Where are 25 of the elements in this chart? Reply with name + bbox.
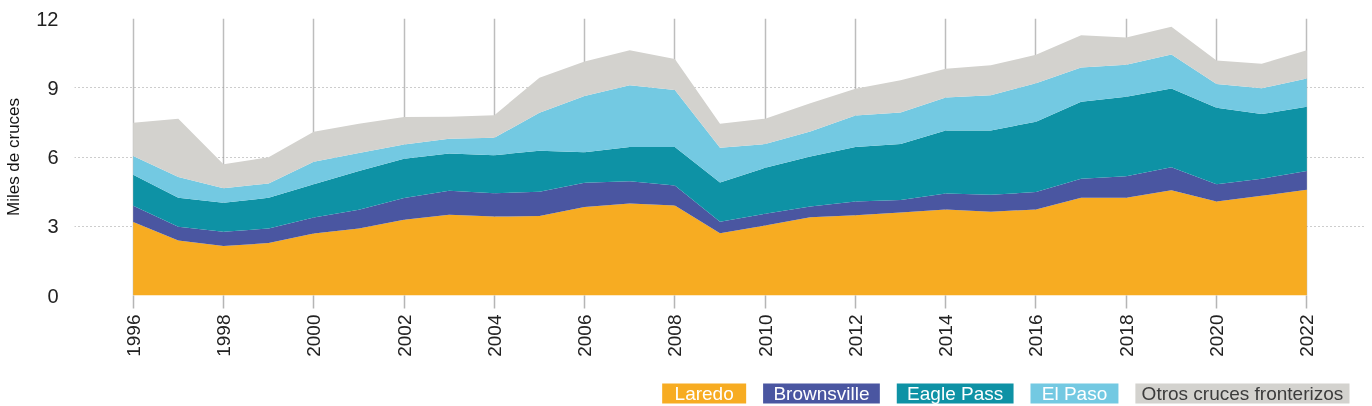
text: Otros cruces fronterizos	[1141, 383, 1344, 404]
text: Laredo	[674, 383, 734, 404]
y-tick-label: 12	[36, 7, 59, 30]
x-tick-label: 1996	[122, 314, 144, 357]
x-tick-label: 2012	[844, 314, 866, 357]
x-tick-label: 2014	[935, 314, 957, 357]
x-tick-label: 2018	[1115, 314, 1137, 357]
y-tick-label: 6	[47, 146, 59, 168]
x-tick-label: 2016	[1025, 314, 1047, 357]
text: Eagle Pass	[907, 383, 1004, 404]
x-tick-label: 1998	[212, 314, 234, 357]
x-tick-label: 2010	[754, 314, 776, 357]
x-tick-label: 2002	[393, 314, 415, 357]
x-tick-label: 2020	[1206, 314, 1228, 357]
x-tick-label: 2006	[574, 314, 596, 357]
x-tick-label: 2022	[1296, 314, 1318, 357]
y-tick-label: 9	[47, 76, 59, 99]
y-tick-label: 3	[47, 215, 59, 238]
text: El Paso	[1041, 383, 1108, 404]
x-tick-label: 2004	[483, 314, 505, 357]
text: Brownsville	[773, 383, 870, 404]
x-tick-label: 2008	[664, 314, 686, 357]
y-axis-title: Miles de cruces	[4, 97, 24, 217]
x-tick-label: 2000	[303, 314, 325, 357]
y-tick-label: 0	[47, 284, 59, 307]
